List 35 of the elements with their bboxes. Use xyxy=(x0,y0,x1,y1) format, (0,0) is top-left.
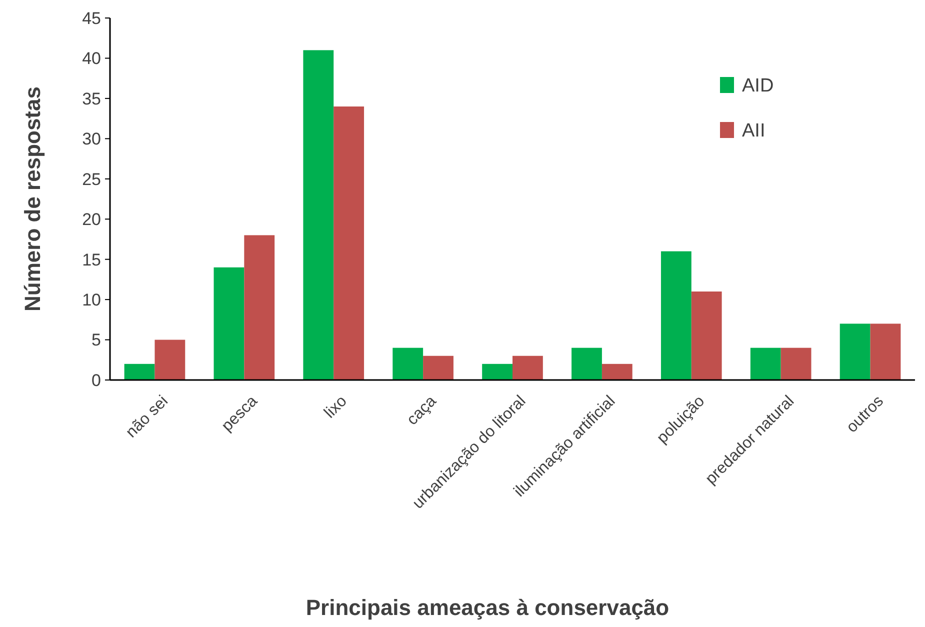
y-tick-label: 15 xyxy=(82,250,101,270)
bar xyxy=(423,356,454,380)
bar xyxy=(840,324,870,380)
legend-label: AII xyxy=(742,120,766,142)
bar xyxy=(780,348,812,380)
bar xyxy=(124,364,155,380)
x-tick-label: lixo xyxy=(321,392,350,422)
bar xyxy=(602,364,632,380)
y-tick-label: 20 xyxy=(82,210,101,230)
bar xyxy=(512,356,543,380)
bar xyxy=(244,235,275,380)
bar xyxy=(870,324,901,380)
bar xyxy=(750,348,781,380)
y-tick-label: 40 xyxy=(82,49,101,68)
bar xyxy=(303,50,334,380)
y-tick-label: 35 xyxy=(82,89,101,108)
y-axis-title: Número de respostas xyxy=(20,86,45,312)
bar xyxy=(691,292,722,380)
bar xyxy=(214,267,244,380)
y-tick-label: 30 xyxy=(82,130,101,149)
bar xyxy=(572,348,602,380)
bar xyxy=(154,340,186,380)
x-axis-title: Principais ameaças à conservação xyxy=(306,595,670,620)
legend-label: AID xyxy=(742,76,774,97)
bar xyxy=(334,106,364,380)
y-tick-label: 0 xyxy=(92,370,101,390)
y-tick-label: 5 xyxy=(92,330,101,350)
bar xyxy=(482,364,512,380)
bar xyxy=(392,348,424,380)
y-tick-label: 45 xyxy=(82,8,101,28)
y-tick-label: 10 xyxy=(82,290,101,310)
bar xyxy=(660,251,692,380)
y-tick-label: 25 xyxy=(82,170,101,189)
x-tick-label: caça xyxy=(404,392,440,429)
x-tick-label: não sei xyxy=(122,392,172,442)
